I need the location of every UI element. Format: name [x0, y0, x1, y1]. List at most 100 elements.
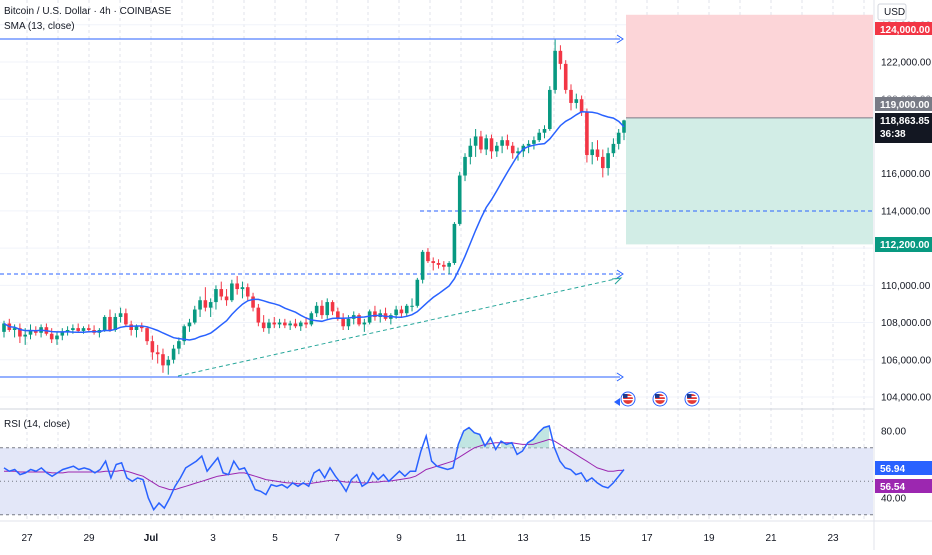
price-axis-panel	[874, 0, 932, 550]
candle-up	[394, 309, 398, 316]
rsi-ma-value-label-box	[875, 479, 932, 493]
candle-down	[330, 302, 335, 312]
candle-up	[325, 302, 330, 316]
candle-down	[161, 354, 165, 366]
resistance-arrow	[616, 34, 624, 44]
time-tick-label: 19	[703, 533, 715, 544]
time-tick-label: 13	[517, 533, 529, 544]
candle-down	[245, 287, 250, 297]
price-tick-label: 116,000.00	[881, 169, 931, 180]
event-pointer-icon	[614, 398, 620, 406]
candle-up	[81, 328, 86, 331]
candle-down	[129, 324, 133, 330]
event-icon-stripe	[623, 399, 633, 401]
candle-up	[102, 316, 107, 330]
rsi-legend[interactable]: RSI (14, close)	[4, 419, 71, 430]
us-flag-event-icon[interactable]	[684, 391, 700, 407]
candle-up	[166, 359, 171, 366]
candle-down	[124, 313, 128, 325]
stop-loss-price-label-box	[875, 22, 932, 35]
candle-up	[65, 330, 70, 332]
candle-up	[23, 334, 27, 337]
candle-up	[240, 287, 245, 290]
time-tick-label: 9	[396, 533, 402, 544]
currency-box	[877, 3, 907, 21]
time-tick-label: 23	[827, 533, 839, 544]
rsi-ma-value-label: 56.54	[880, 482, 905, 493]
candle-up	[362, 322, 367, 325]
candle-up	[208, 302, 213, 308]
candle-down	[86, 328, 91, 330]
time-tick-label: 17	[641, 533, 653, 544]
candle-up	[574, 99, 579, 103]
entry-price-label: 119,000.00	[880, 100, 930, 111]
time-tick-label: 11	[456, 533, 467, 544]
candle-up	[187, 322, 192, 327]
candle-down	[145, 328, 149, 342]
candle-up	[532, 140, 536, 144]
candle-down	[601, 156, 605, 169]
candle-down	[304, 322, 308, 325]
current-price-label: 118,863.85	[880, 116, 930, 127]
rsi-value-label-box	[875, 461, 932, 475]
candle-down	[563, 63, 568, 90]
candle-up	[55, 335, 59, 340]
rsi-value-label: 56.94	[880, 464, 905, 475]
candle-up	[171, 348, 176, 360]
candle-up	[182, 326, 186, 342]
candle-up	[267, 322, 271, 329]
us-flag-event-icon[interactable]	[620, 391, 636, 407]
candle-down	[155, 352, 160, 355]
candle-up	[526, 143, 531, 146]
candle-up	[420, 251, 425, 280]
candle-up	[60, 331, 65, 336]
candle-up	[553, 50, 557, 90]
candle-up	[113, 316, 118, 330]
stop-loss-zone	[626, 14, 873, 118]
time-tick-label: 3	[210, 533, 216, 544]
rsi-tick-label: 40.00	[881, 494, 906, 505]
candle-up	[590, 149, 595, 156]
candle-up	[516, 151, 520, 154]
candle-down	[139, 326, 144, 329]
candle-up	[309, 313, 314, 325]
target-price-label: 112,200.00	[880, 240, 930, 251]
entry-price-label-box	[875, 97, 932, 111]
candle-down	[431, 261, 436, 263]
candle-down	[203, 300, 208, 308]
take-profit-zone	[626, 117, 873, 245]
candle-up	[468, 145, 473, 157]
support-arrow	[616, 372, 624, 382]
candle-down	[510, 145, 515, 154]
currency-label[interactable]: USD	[884, 7, 906, 18]
event-icon-stripe	[623, 396, 633, 398]
event-icon-canton	[623, 394, 628, 398]
candle-down	[235, 283, 239, 290]
candle-up	[616, 132, 621, 144]
time-tick-label: Jul	[144, 533, 159, 544]
symbol-legend[interactable]: Bitcoin / U.S. Dollar · 4h · COINBASE	[4, 6, 172, 17]
candle-down	[426, 251, 430, 262]
candle-down	[595, 149, 600, 157]
candle-down	[489, 138, 494, 152]
event-icon-stripe	[655, 396, 665, 398]
candle-down	[150, 341, 155, 353]
candle-down	[569, 89, 573, 103]
candle-down	[341, 318, 345, 327]
sma-legend[interactable]: SMA (13, close)	[4, 21, 75, 32]
candle-up	[346, 318, 351, 327]
candle-up	[457, 175, 462, 224]
candle-up	[177, 341, 181, 349]
candle-up	[230, 283, 234, 301]
candle-up	[288, 323, 292, 326]
candle-up	[314, 305, 319, 314]
time-tick-label: 21	[765, 533, 777, 544]
price-tick-label: 114,000.00	[881, 206, 931, 217]
candle-up	[118, 313, 123, 317]
candles	[2, 39, 626, 375]
candle-up	[415, 279, 420, 306]
candle-down	[256, 307, 261, 323]
us-flag-event-icon[interactable]	[652, 391, 668, 407]
